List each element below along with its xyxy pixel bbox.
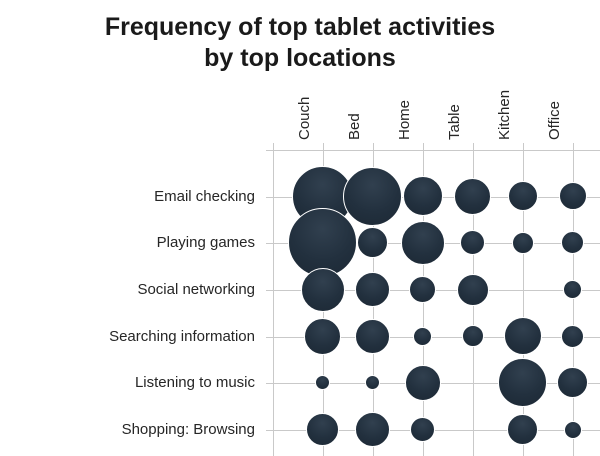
bubble-point[interactable]: [561, 324, 584, 348]
column-label-bed: Bed: [346, 113, 363, 140]
left-axis-tick: [266, 383, 273, 385]
left-axis-tick: [266, 243, 273, 245]
row-label: Email checking: [154, 187, 255, 205]
bubble-point[interactable]: [558, 182, 587, 211]
bubble-point[interactable]: [410, 417, 435, 443]
left-axis-tick: [266, 150, 273, 151]
row-label: Social networking: [137, 281, 255, 299]
bubble-point[interactable]: [355, 412, 390, 448]
bubble-point[interactable]: [507, 181, 538, 212]
chart-title: Frequency of top tablet activities by to…: [0, 12, 600, 73]
bubble-point[interactable]: [557, 367, 588, 399]
bubble-point[interactable]: [461, 325, 484, 348]
bubble-point[interactable]: [460, 230, 485, 256]
top-axis-tick: [323, 143, 324, 150]
bubble-point[interactable]: [456, 273, 489, 306]
row-label: Shopping: Browsing: [121, 421, 255, 439]
top-axis-tick: [273, 143, 274, 150]
vertical-gridline: [423, 150, 424, 456]
bubble-point[interactable]: [404, 364, 441, 401]
left-axis-tick: [266, 430, 273, 432]
bubble-point[interactable]: [503, 317, 542, 356]
column-label-kitchen: Kitchen: [496, 89, 513, 140]
bubble-point[interactable]: [563, 280, 582, 300]
column-label-home: Home: [396, 99, 413, 140]
horizontal-gridline: [273, 150, 600, 151]
horizontal-gridline: [273, 290, 600, 292]
row-label: Searching information: [109, 327, 255, 345]
chart-title-line-1: Frequency of top tablet activities: [104, 13, 496, 41]
bubble-point[interactable]: [409, 276, 436, 304]
column-label-couch: Couch: [296, 96, 313, 140]
left-axis-tick: [266, 336, 273, 338]
bubble-point[interactable]: [413, 326, 432, 346]
column-label-office: Office: [546, 101, 563, 140]
chart-title-line-2: by top locations: [204, 43, 396, 72]
top-axis-tick: [423, 143, 424, 150]
bubble-point[interactable]: [400, 220, 445, 265]
bubble-point[interactable]: [507, 414, 538, 446]
bubble-point[interactable]: [355, 318, 390, 354]
bubble-point[interactable]: [454, 177, 491, 215]
top-axis-tick: [473, 143, 474, 150]
bubble-point[interactable]: [498, 358, 547, 408]
bubble-point[interactable]: [315, 375, 330, 391]
row-label: Listening to music: [134, 374, 255, 392]
bubble-point[interactable]: [304, 317, 341, 355]
bubble-point[interactable]: [561, 231, 584, 255]
top-axis-tick: [373, 143, 374, 150]
bubble-point[interactable]: [357, 227, 388, 259]
bubble-point[interactable]: [288, 208, 357, 278]
horizontal-gridline: [273, 430, 600, 432]
vertical-gridline: [523, 150, 524, 456]
left-axis-tick: [266, 196, 273, 198]
bubble-point[interactable]: [306, 413, 339, 447]
bubble-point[interactable]: [300, 267, 345, 312]
left-axis-tick: [266, 290, 273, 292]
vertical-gridline: [573, 150, 574, 456]
bubble-point[interactable]: [355, 272, 390, 308]
bubble-point[interactable]: [343, 166, 402, 226]
row-label: Playing games: [156, 234, 255, 252]
top-axis-tick: [523, 143, 524, 150]
bubble-point[interactable]: [402, 176, 443, 217]
top-axis-tick: [573, 143, 574, 150]
horizontal-gridline: [273, 336, 600, 338]
vertical-gridline: [273, 150, 274, 456]
column-label-table: Table: [446, 104, 463, 140]
bubble-point[interactable]: [511, 231, 534, 254]
bubble-point[interactable]: [365, 375, 380, 391]
bubble-point[interactable]: [563, 420, 582, 439]
